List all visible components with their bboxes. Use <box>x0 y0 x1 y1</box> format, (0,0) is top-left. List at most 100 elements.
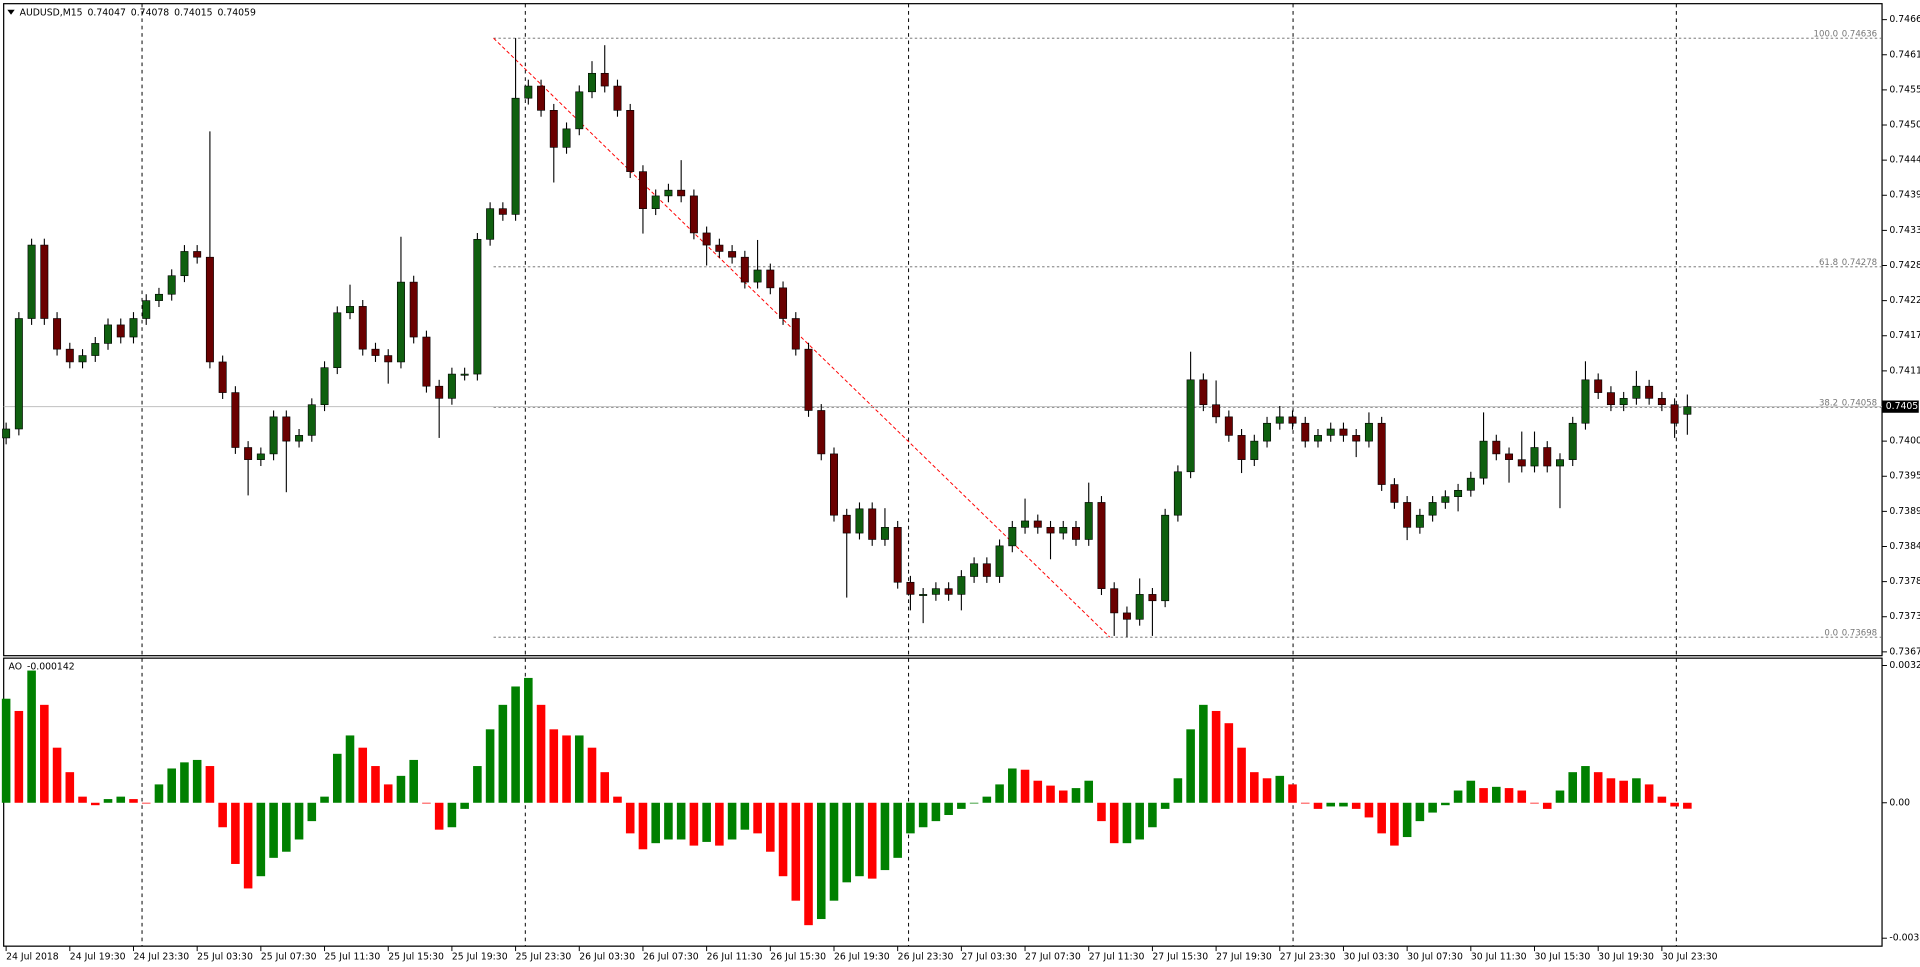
candle-body <box>664 189 673 197</box>
ao-bar <box>1211 710 1221 803</box>
ao-bar <box>574 735 584 803</box>
ohlc-close: 0.74059 <box>217 7 256 18</box>
fib-level-label: 100.0 0.74636 <box>1814 29 1878 39</box>
y-tick-label: 0.00 <box>1889 797 1910 808</box>
x-tick-label: 24 Jul 2018 <box>6 952 59 963</box>
candle-body <box>982 563 991 577</box>
fib-price: 0.74278 <box>1842 257 1877 267</box>
ao-bar <box>536 704 546 803</box>
fib-price: 0.73698 <box>1842 628 1877 638</box>
candle-body <box>728 251 737 258</box>
candle-body <box>435 385 444 399</box>
ao-bar <box>396 775 406 803</box>
candle-body <box>511 97 520 215</box>
candle-body <box>600 72 609 87</box>
ao-bar <box>460 802 469 809</box>
x-tick-label: 26 Jul 19:30 <box>834 952 890 963</box>
candle-body <box>180 251 189 277</box>
y-tick-label: 0.74610 <box>1889 49 1920 60</box>
candle-body <box>1415 514 1424 528</box>
candle-body <box>1466 477 1475 491</box>
ao-bar <box>1224 723 1234 803</box>
candle-body <box>1135 594 1144 620</box>
candle-body <box>384 355 393 363</box>
candle-body <box>1606 392 1615 406</box>
candle-body <box>486 208 495 240</box>
candle-body <box>677 189 686 197</box>
current-price-box <box>1882 400 1919 413</box>
ao-bar <box>434 802 444 830</box>
candle-body <box>817 410 826 455</box>
candle-body <box>753 269 762 283</box>
candle-body <box>307 404 316 436</box>
ao-bar <box>804 802 813 926</box>
candle-body <box>1492 440 1501 455</box>
ao-bar <box>1135 802 1144 840</box>
candle-body <box>1364 422 1373 442</box>
y-tick-label: 0.74555 <box>1889 84 1920 95</box>
candle-body <box>1657 398 1666 406</box>
candle-body <box>1275 416 1284 424</box>
ohlc-open: 0.74047 <box>87 7 126 18</box>
candle-body <box>1619 398 1628 406</box>
candle-body <box>638 171 647 209</box>
ao-bar <box>1402 802 1412 838</box>
candle-body <box>1084 502 1093 540</box>
ao-bar <box>995 784 1004 803</box>
ao-bar <box>371 766 380 803</box>
candle-body <box>116 324 125 338</box>
fib-level-label: 61.8 0.74278 <box>1819 257 1877 267</box>
x-tick-label: 30 Jul 19:30 <box>1598 952 1654 963</box>
candle-body <box>129 318 138 338</box>
candle-body <box>27 244 36 319</box>
candle-body <box>1263 422 1272 442</box>
candle-body <box>906 581 915 595</box>
ao-bar <box>1186 729 1195 803</box>
candle-body <box>588 72 596 93</box>
ao-bar <box>1148 802 1157 828</box>
candle-body <box>702 232 711 246</box>
fib-price: 0.74636 <box>1842 29 1877 39</box>
candle-body <box>1390 484 1399 503</box>
ao-bar <box>1300 802 1310 804</box>
candle-body <box>868 508 877 540</box>
ao-bar <box>282 802 291 852</box>
ao-bar <box>600 772 610 803</box>
candle-body <box>1110 588 1119 614</box>
ao-bar <box>1466 780 1476 803</box>
ao-bar <box>1657 796 1667 803</box>
x-tick-label: 30 Jul 03:30 <box>1343 952 1399 963</box>
candle-body <box>447 373 456 399</box>
candle-body <box>970 563 979 577</box>
x-tick-label: 26 Jul 07:30 <box>643 952 699 963</box>
ao-bar <box>78 796 87 803</box>
candle-body <box>1046 527 1055 534</box>
fib-level: 100.0 <box>1814 29 1839 39</box>
x-tick-label: 25 Jul 03:30 <box>197 952 253 963</box>
ohlc-high: 0.74078 <box>131 7 170 18</box>
y-tick-label: 0.74665 <box>1889 14 1920 25</box>
y-tick-label: -0.003231 <box>1889 933 1920 944</box>
ao-bar <box>1453 790 1463 803</box>
ao-bar <box>52 747 62 803</box>
symbol-menu-arrow[interactable] <box>7 9 15 15</box>
candle-body <box>1441 496 1450 503</box>
candle-body <box>333 312 342 368</box>
ao-bar <box>358 747 368 803</box>
ao-bar <box>1428 802 1437 813</box>
y-tick-label: 0.73950 <box>1889 471 1920 482</box>
candle-body <box>78 355 87 363</box>
chart-header: AUDUSD,M15 0.74047 0.74078 0.74015 0.74059 <box>20 7 256 18</box>
ao-bar <box>791 802 801 901</box>
candle-body <box>791 318 800 350</box>
y-tick-label: 0.74390 <box>1889 190 1920 201</box>
x-tick-label: 26 Jul 11:30 <box>707 952 763 963</box>
ao-bar <box>1058 790 1068 803</box>
ao-bar <box>1364 802 1374 818</box>
ao-bar <box>1504 788 1514 803</box>
ohlc-low: 0.74015 <box>174 7 213 18</box>
ao-bar <box>676 802 686 840</box>
candle-body <box>409 281 418 338</box>
candle-body <box>282 416 291 442</box>
